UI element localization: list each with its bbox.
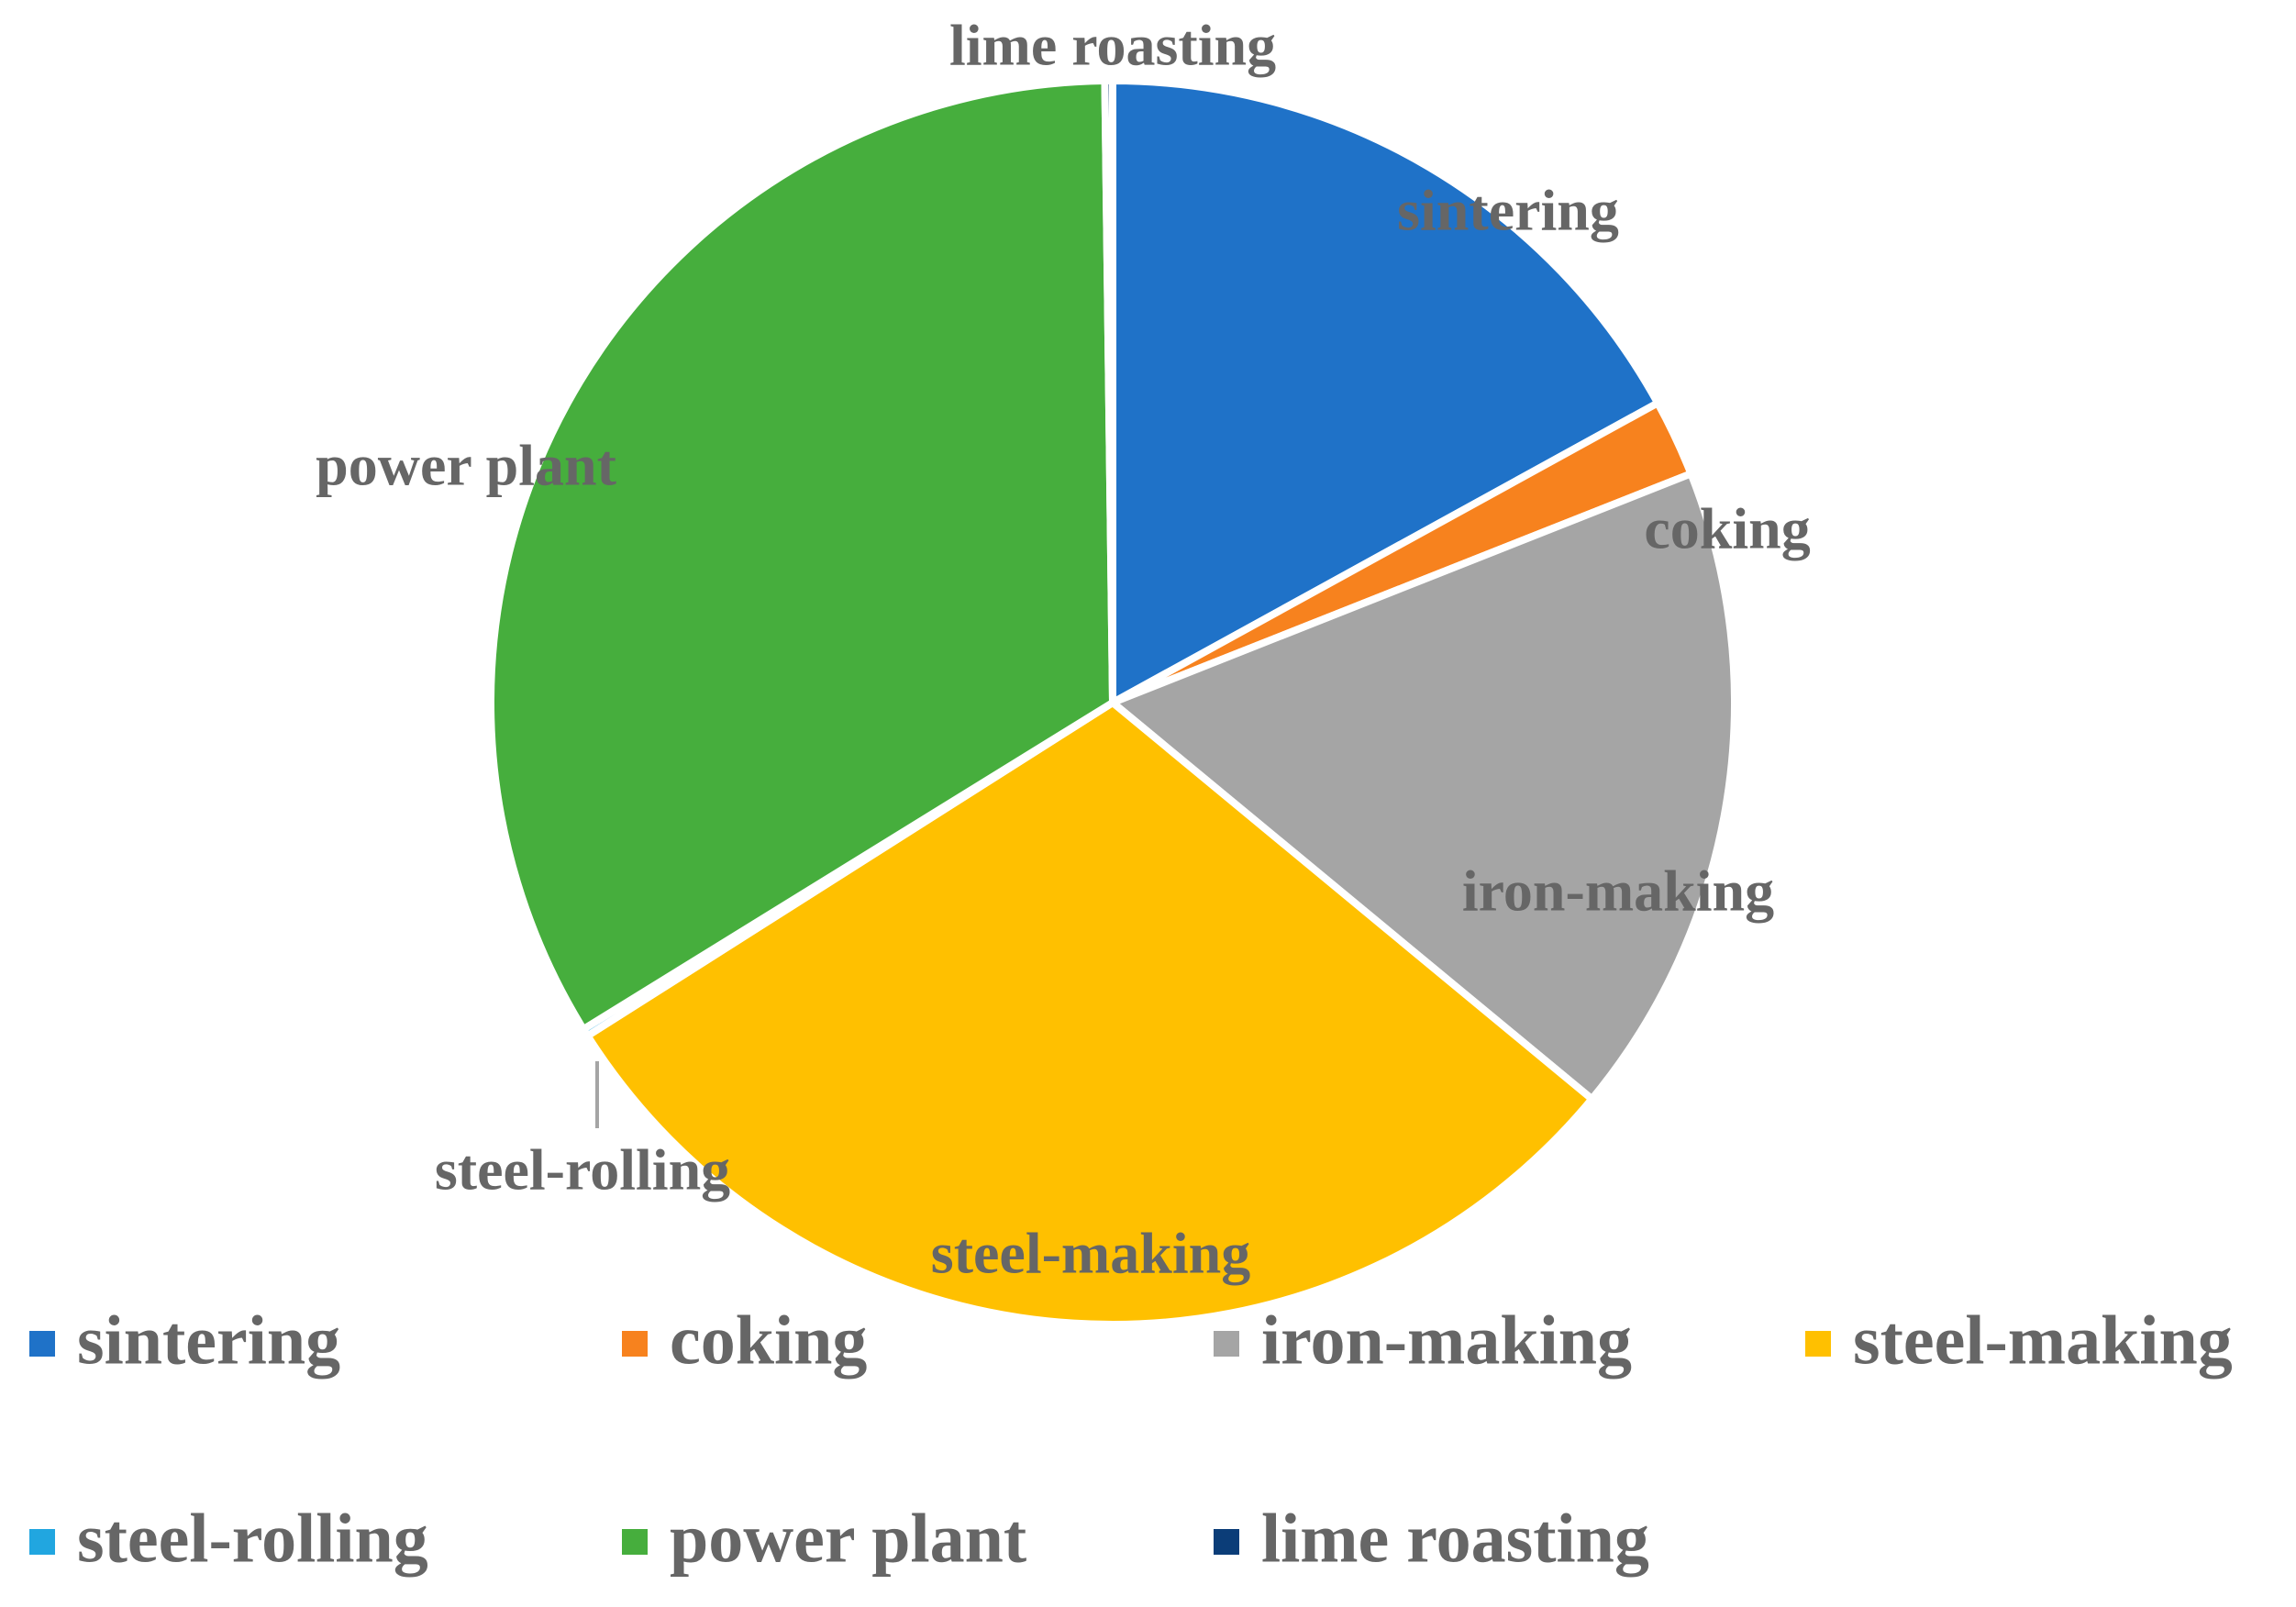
legend-swatch [29,1331,55,1357]
pie-slice [583,699,1596,1328]
legend-label: steel-rolling [77,1500,428,1577]
data-label: steel-rolling [435,1137,730,1202]
legend-label: steel-making [1853,1302,2233,1379]
legend-swatch [1805,1331,1831,1357]
legend-swatch [622,1529,648,1555]
pie-slice [487,77,1116,1034]
legend-swatch [29,1529,55,1555]
legend-label: coking [670,1302,867,1379]
data-label: iron-making [1462,859,1774,924]
legend-label: power plant [670,1500,1026,1577]
pie-slice [1101,77,1116,706]
data-label: lime roasting [949,13,1276,78]
legend-swatch [622,1331,648,1357]
legend-label: sintering [77,1302,340,1379]
legend-swatch [1214,1529,1239,1555]
data-label: steel-making [931,1221,1250,1286]
legend-swatch [1214,1331,1239,1357]
data-label: sintering [1397,178,1619,243]
data-label: power plant [316,433,616,498]
legend-label: lime roasting [1261,1500,1649,1577]
legend-label: iron-making [1261,1302,1632,1379]
data-label: coking [1644,496,1810,561]
pie-slice [1109,77,1662,706]
pie-slice [1109,470,1739,1103]
